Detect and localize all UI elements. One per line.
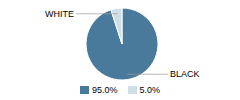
svg-text:WHITE: WHITE: [45, 9, 74, 19]
svg-text:BLACK: BLACK: [170, 69, 200, 79]
html-text:5.0%: 5.0%: [139, 85, 160, 95]
html-text:95.0%: 95.0%: [92, 85, 118, 95]
